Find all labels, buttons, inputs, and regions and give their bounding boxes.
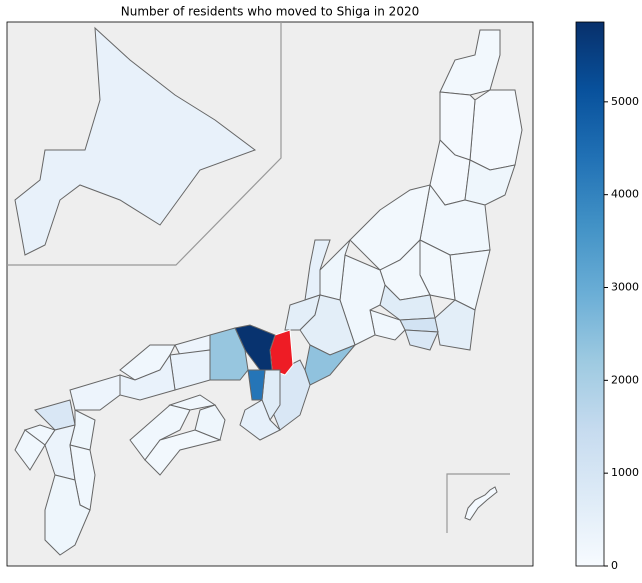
region — [144, 429, 222, 476]
region — [247, 369, 266, 401]
region — [469, 89, 523, 171]
region — [439, 29, 501, 96]
colorbar-tick-label: 2000 — [611, 373, 639, 386]
region — [234, 324, 276, 371]
inset-border — [446, 473, 510, 533]
region — [69, 374, 121, 411]
region — [194, 404, 226, 441]
colorbar-tick-label: 3000 — [611, 281, 639, 294]
inset-border — [7, 22, 282, 266]
region — [404, 329, 439, 351]
region — [14, 26, 257, 256]
region — [239, 399, 281, 441]
chart-title: Number of residents who moved to Shiga i… — [121, 5, 419, 19]
colorbar-tick-label: 4000 — [611, 188, 639, 201]
colorbar-tick-label: 0 — [611, 559, 618, 572]
colorbar-tick-label: 5000 — [611, 95, 639, 108]
region — [119, 353, 176, 401]
region — [44, 474, 91, 556]
region — [434, 299, 476, 351]
colorbar — [575, 21, 605, 567]
region — [464, 486, 498, 521]
colorbar-tick-label: 1000 — [611, 466, 639, 479]
